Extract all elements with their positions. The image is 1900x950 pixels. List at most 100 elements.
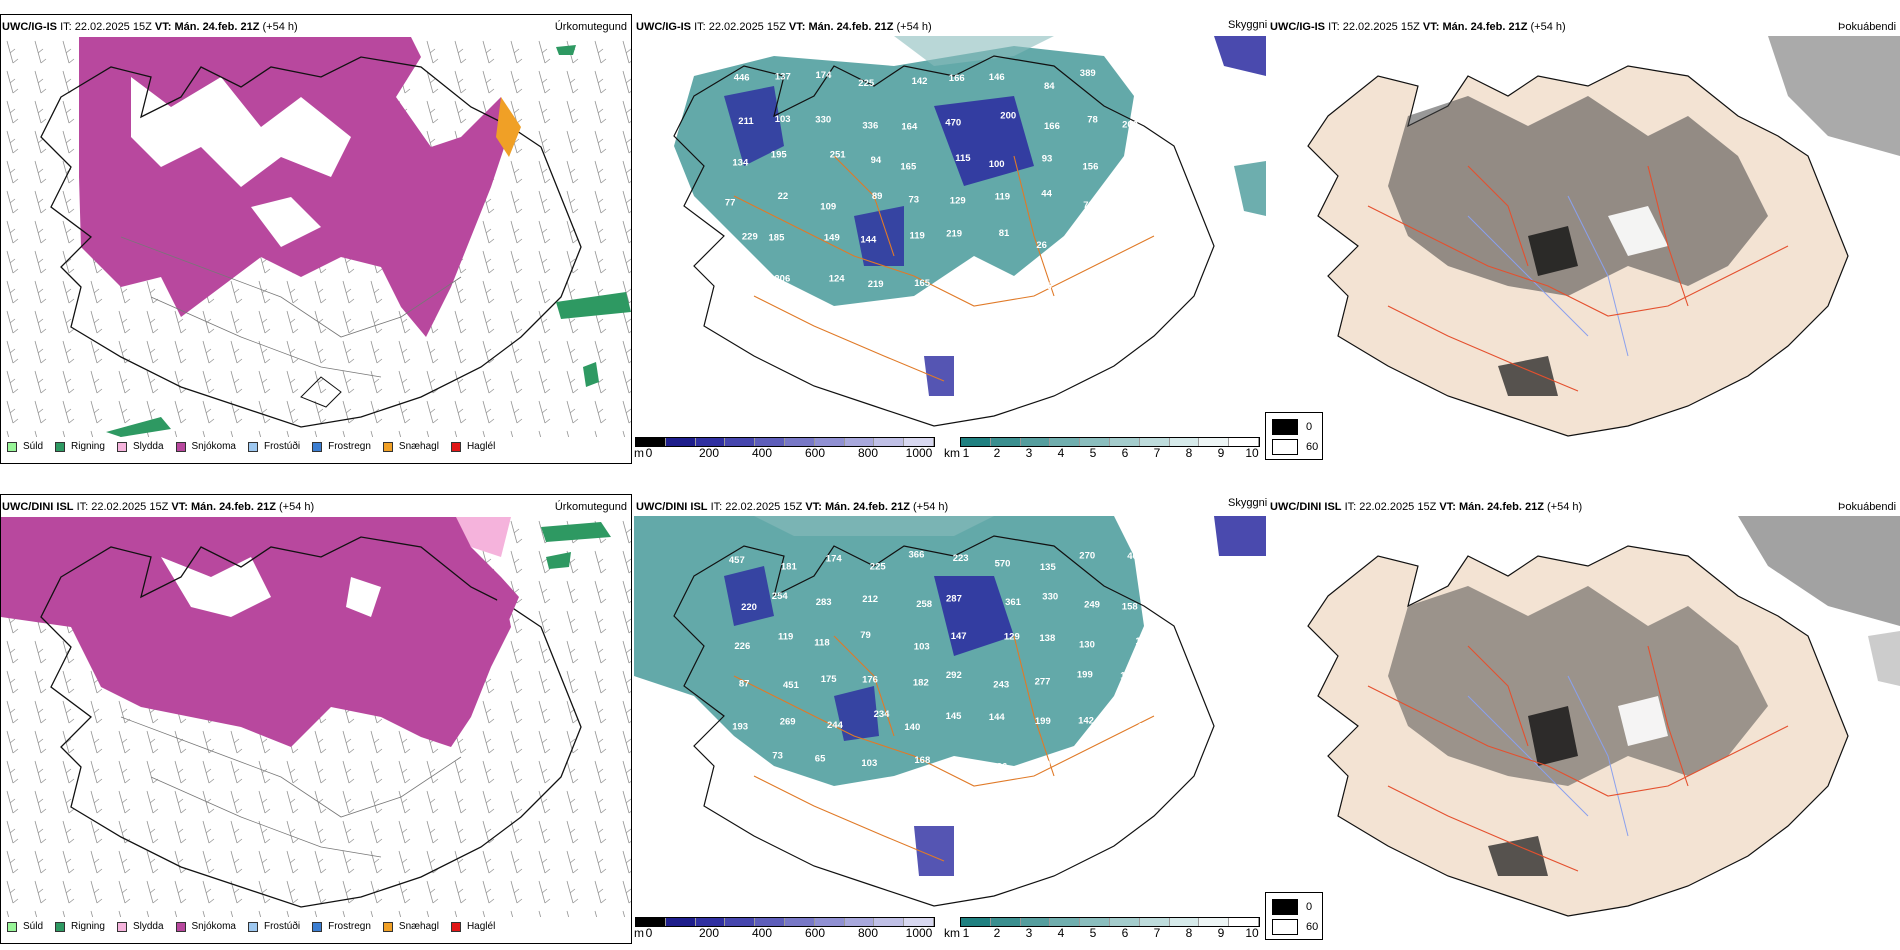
it-value: 22.02.2025 15Z [725,501,803,513]
ceiling-label: 77 [725,198,736,209]
it-label: IT: [694,21,706,33]
scale-segment [961,438,991,446]
ceiling-label: 94 [956,316,967,327]
ceiling-label: 251 [830,149,847,160]
fog-map-ig [1307,36,1900,437]
ceiling-label: 84 [1044,81,1055,92]
ceiling-label: 124 [829,274,846,285]
ceiling-label: 109 [820,201,836,212]
legend-label: Snjókoma [191,441,236,452]
ceiling-panel-dini: 457 181 174 225 366 223 570 135 270 405 220 254 283 2… [634,494,1266,944]
legend-swatch [55,921,66,932]
legend-label: Slydda [132,921,164,932]
legend-item: Snæhagl [382,921,439,932]
panel-title-precip-dini: UWC/DINI ISL IT: 22.02.2025 15Z VT: Mán.… [2,501,314,513]
scale-segment [1229,918,1259,926]
ceiling-label: 269 [780,717,796,728]
ceiling-label: 115 [1127,231,1143,242]
fog-legend-dini: 0 60 [1265,892,1323,940]
visibility-scalebar-ig [960,437,1260,447]
ceiling-label: 101 [1088,269,1105,280]
ceiling-label: 103 [861,758,877,769]
scale-segment [1169,438,1200,446]
ceiling-label: 149 [824,233,840,244]
field-name-fog-ig: Þokuábendi [1838,21,1897,33]
vt-value: Mán. 24.feb. 21Z [824,501,910,513]
ceiling-label: 156 [1083,162,1099,173]
ceiling-map-dini: 457 181 174 225 366 223 570 135 270 405 220 254 283 2… [634,516,1266,907]
ceiling-label: 366 [909,549,925,560]
ceiling-scale-tick: 400 [751,446,773,460]
ceiling-scale-tick: 600 [804,446,826,460]
ceiling-label: 28 [1135,191,1146,202]
legend-label: Slydda [132,441,164,452]
ceiling-label: 75 [909,318,920,329]
visibility-scale-tick: 4 [1057,446,1065,460]
ceiling-label: 73 [772,751,783,762]
it-label: IT: [1328,21,1340,33]
roads [1367,165,1789,392]
ceiling-label: 174 [816,70,833,81]
scale-segment [1020,438,1051,446]
fog-legend-swatch [1272,919,1298,935]
visibility-scale-tick: 8 [1185,446,1193,460]
vt-value: Mán. 24.feb. 21Z [190,501,276,513]
panel-title-ceiling-dini: UWC/DINI ISL IT: 22.02.2025 15Z VT: Mán.… [636,501,948,513]
ceiling-label: 223 [953,553,969,564]
legend-item: Frostregn [312,441,371,452]
it-value: 22.02.2025 15Z [91,501,169,513]
scale-segment [695,438,726,446]
ceiling-label: 277 [1035,676,1051,687]
legend-item: Snæhagl [382,441,439,452]
fog-legend-label: 0 [1306,901,1313,913]
fog-map-dini [1307,516,1900,917]
ceiling-label: 336 [862,120,878,131]
ceiling-label: 330 [1042,592,1058,603]
scale-segment [961,918,991,926]
visibility-scale-tick: 5 [1089,926,1097,940]
visibility-scale-tick: 9 [1217,926,1225,940]
ceiling-label: 144 [860,235,877,246]
ceiling-label: 199 [1077,670,1093,681]
model-name: UWC/DINI ISL [636,501,708,513]
legend-label: Súld [23,441,44,452]
panel-title-fog-ig: UWC/IG-IS IT: 22.02.2025 15Z VT: Mán. 24… [1270,21,1566,33]
ceiling-label: 67 [1135,796,1146,807]
scale-segment [844,438,875,446]
ceiling-label: 16 [989,802,1000,813]
roads [733,155,1155,382]
visibility-scale-tick: 7 [1153,446,1161,460]
legend-swatch [312,921,323,932]
ceiling-label: 129 [950,195,966,206]
it-value: 22.02.2025 15Z [1342,21,1420,33]
scale-segment [874,918,905,926]
ceiling-label: 145 [1036,281,1053,292]
visibility-scale-tick: 2 [993,926,1001,940]
ceiling-label: 195 [771,150,788,161]
ceiling-label: 166 [949,73,965,84]
scale-segment [1169,918,1200,926]
ceiling-label: 123 [1084,760,1100,771]
ceiling-label: 168 [914,755,930,766]
ceiling-label: 70 [1047,798,1058,809]
ceiling-labels: 446 137 174 225 142 166 146 84 389 322 211 103 330 33… [725,68,1153,331]
scale-segment [1139,918,1170,926]
legend-label: Rigning [71,921,105,932]
legend-swatch [247,921,258,932]
ceiling-label: 261 [772,797,789,808]
ceiling-label: 378 [733,276,749,287]
ceiling-label: 87 [739,679,750,690]
legend-label: Snæhagl [398,921,439,932]
ceiling-label: 258 [916,599,932,610]
legend-swatch [175,921,186,932]
fog-panel-dini [1268,494,1900,944]
ceiling-label: 219 [946,228,962,239]
ceiling-label: 301 [955,281,972,292]
visibility-area [674,46,1134,306]
lead-time: (+54 h) [262,21,298,33]
panel-title-fog-dini: UWC/DINI ISL IT: 22.02.2025 15Z VT: Mán.… [1270,501,1582,513]
precip-panel-dini: Súld Rigning Slydda Snjókoma Frostúði Fr… [0,494,632,944]
ceiling-scale-tick: 0 [645,926,653,940]
ceiling-label: 124 [1138,721,1155,732]
lead-time: (+54 h) [896,21,932,33]
